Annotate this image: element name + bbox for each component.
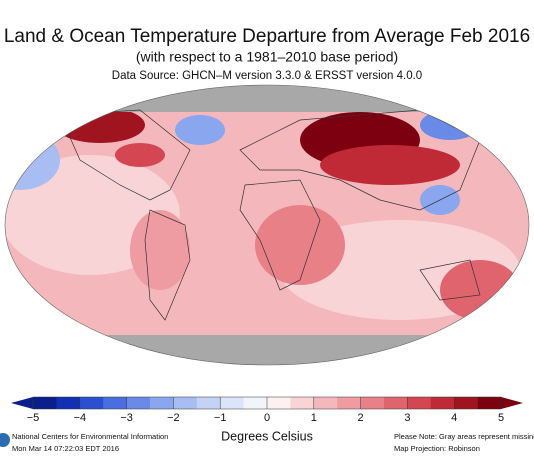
colorbar-tick-label: 2 (358, 412, 364, 424)
colorbar-segment (407, 397, 432, 409)
colorbar-segment (360, 397, 385, 409)
colorbar-tick-label: −4 (74, 412, 87, 424)
colorbar-segment (173, 397, 198, 409)
colorbar-segment (384, 397, 408, 409)
subtitle: (with respect to a 1981–2010 base period… (136, 49, 398, 65)
colorbar-tick-label: −5 (27, 412, 40, 424)
colorbar: −5 −4 −3 −2 −1 0 1 2 3 4 5 (11, 396, 523, 424)
logo (0, 433, 10, 447)
colorbar-tick-label: 3 (404, 412, 410, 424)
colorbar-segment (150, 397, 174, 409)
colorbar-segment (267, 397, 291, 409)
data-source: Data Source: GHCN–M version 3.3.0 & ERSS… (112, 70, 422, 82)
note: Please Note: Gray areas represent missin… (394, 432, 534, 441)
colorbar-segment (103, 397, 127, 409)
timestamp: Mon Mar 14 07:22:03 EDT 2016 (12, 444, 119, 453)
colorbar-end (501, 397, 523, 409)
colorbar-segment (430, 397, 455, 409)
colorbar-tick-label: 1 (311, 412, 317, 424)
colorbar-segment (56, 397, 81, 409)
colorbar-tick-label: −1 (214, 412, 227, 424)
colorbar-segment (290, 397, 315, 409)
colorbar-segment (79, 397, 104, 409)
colorbar-segment (313, 397, 338, 409)
colorbar-tick-label: 4 (451, 412, 457, 424)
colorbar-segment (196, 397, 221, 409)
map-outline (4, 84, 530, 366)
colorbar-end (11, 397, 33, 409)
colorbar-segment (454, 397, 478, 409)
title: Land & Ocean Temperature Departure from … (4, 26, 530, 47)
colorbar-label: Degrees Celsius (221, 429, 313, 443)
colorbar-tick-label: 0 (264, 412, 270, 424)
colorbar-segment (33, 397, 57, 409)
colorbar-segment (220, 397, 244, 409)
colorbar-tick-label: −3 (120, 412, 133, 424)
colorbar-segment (126, 397, 151, 409)
colorbar-segment (337, 397, 361, 409)
colorbar-segment (243, 397, 268, 409)
projection: Map Projection: Robinson (394, 444, 480, 453)
colorbar-tick-label: −2 (167, 412, 180, 424)
colorbar-segment (477, 397, 502, 409)
colorbar-tick-label: 5 (498, 412, 504, 424)
map (5, 85, 529, 365)
org: National Centers for Environmental Infor… (12, 432, 168, 441)
